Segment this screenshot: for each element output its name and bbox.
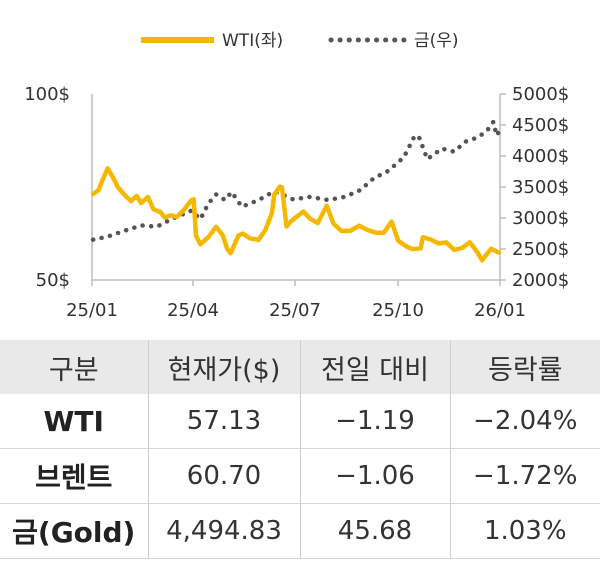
table-row: 금(Gold) 4,494.83 45.68 1.03% bbox=[0, 503, 600, 559]
x-tick-label: 25/04 bbox=[167, 300, 219, 321]
x-tick-label: 25/10 bbox=[372, 300, 424, 321]
change-cell: −1.19 bbox=[299, 394, 450, 449]
right-axis-ticks bbox=[500, 93, 506, 281]
column-header: 전일 대비 bbox=[299, 340, 450, 394]
right-tick-label: 2500$ bbox=[512, 239, 569, 260]
price-cell: 4,494.83 bbox=[147, 503, 300, 559]
x-tick-label: 25/07 bbox=[269, 300, 321, 321]
right-tick-label: 4000$ bbox=[512, 146, 569, 167]
x-axis-labels: 25/01 25/04 25/07 25/10 26/01 bbox=[66, 300, 526, 321]
left-tick-label: 100$ bbox=[24, 84, 70, 105]
change-cell: −1.06 bbox=[299, 448, 450, 504]
table-row: 브렌트 60.70 −1.06 −1.72% bbox=[0, 448, 600, 504]
column-header: 현재가($) bbox=[147, 340, 300, 394]
change-cell: 45.68 bbox=[299, 503, 450, 559]
rate-cell: 1.03% bbox=[449, 503, 600, 559]
right-tick-label: 5000$ bbox=[512, 84, 569, 105]
table-row: WTI 57.13 −1.19 −2.04% bbox=[0, 394, 600, 449]
left-tick-label: 50$ bbox=[36, 270, 70, 291]
legend-wti-label: WTI(좌) bbox=[222, 31, 283, 51]
rate-cell: −2.04% bbox=[449, 394, 600, 449]
table-header-row: 구분 현재가($) 전일 대비 등락률 bbox=[0, 340, 600, 394]
legend: WTI(좌) 금(우) bbox=[141, 31, 459, 51]
row-label: WTI bbox=[43, 404, 104, 438]
legend-gold-label: 금(우) bbox=[414, 31, 459, 51]
series-line-wti bbox=[90, 166, 502, 263]
price-table: 구분 현재가($) 전일 대비 등락률 WTI 57.13 −1.19 −2.0… bbox=[0, 340, 600, 559]
price-chart: WTI(좌) 금(우) 100$ 50$ 5000$ 450 bbox=[24, 31, 569, 321]
axes bbox=[91, 93, 506, 286]
right-tick-label: 4500$ bbox=[512, 115, 569, 136]
x-axis-ticks bbox=[91, 280, 501, 286]
right-tick-label: 3500$ bbox=[512, 177, 569, 198]
series-line-gold bbox=[90, 119, 502, 242]
row-label: 금(Gold) bbox=[12, 516, 136, 549]
x-tick-label: 26/01 bbox=[474, 300, 526, 321]
price-cell: 57.13 bbox=[147, 394, 300, 449]
column-header: 구분 bbox=[0, 340, 148, 394]
plot-area bbox=[90, 119, 502, 263]
x-tick-label: 25/01 bbox=[66, 300, 118, 321]
right-tick-label: 2000$ bbox=[512, 270, 569, 291]
left-axis-labels: 100$ 50$ bbox=[24, 84, 70, 291]
right-axis-labels: 5000$ 4500$ 4000$ 3500$ 3000$ 2500$ 2000… bbox=[512, 84, 569, 291]
row-label: 브렌트 bbox=[35, 461, 113, 494]
right-tick-label: 3000$ bbox=[512, 208, 569, 229]
rate-cell: −1.72% bbox=[449, 448, 600, 504]
column-header: 등락률 bbox=[449, 340, 600, 394]
price-cell: 60.70 bbox=[147, 448, 300, 504]
